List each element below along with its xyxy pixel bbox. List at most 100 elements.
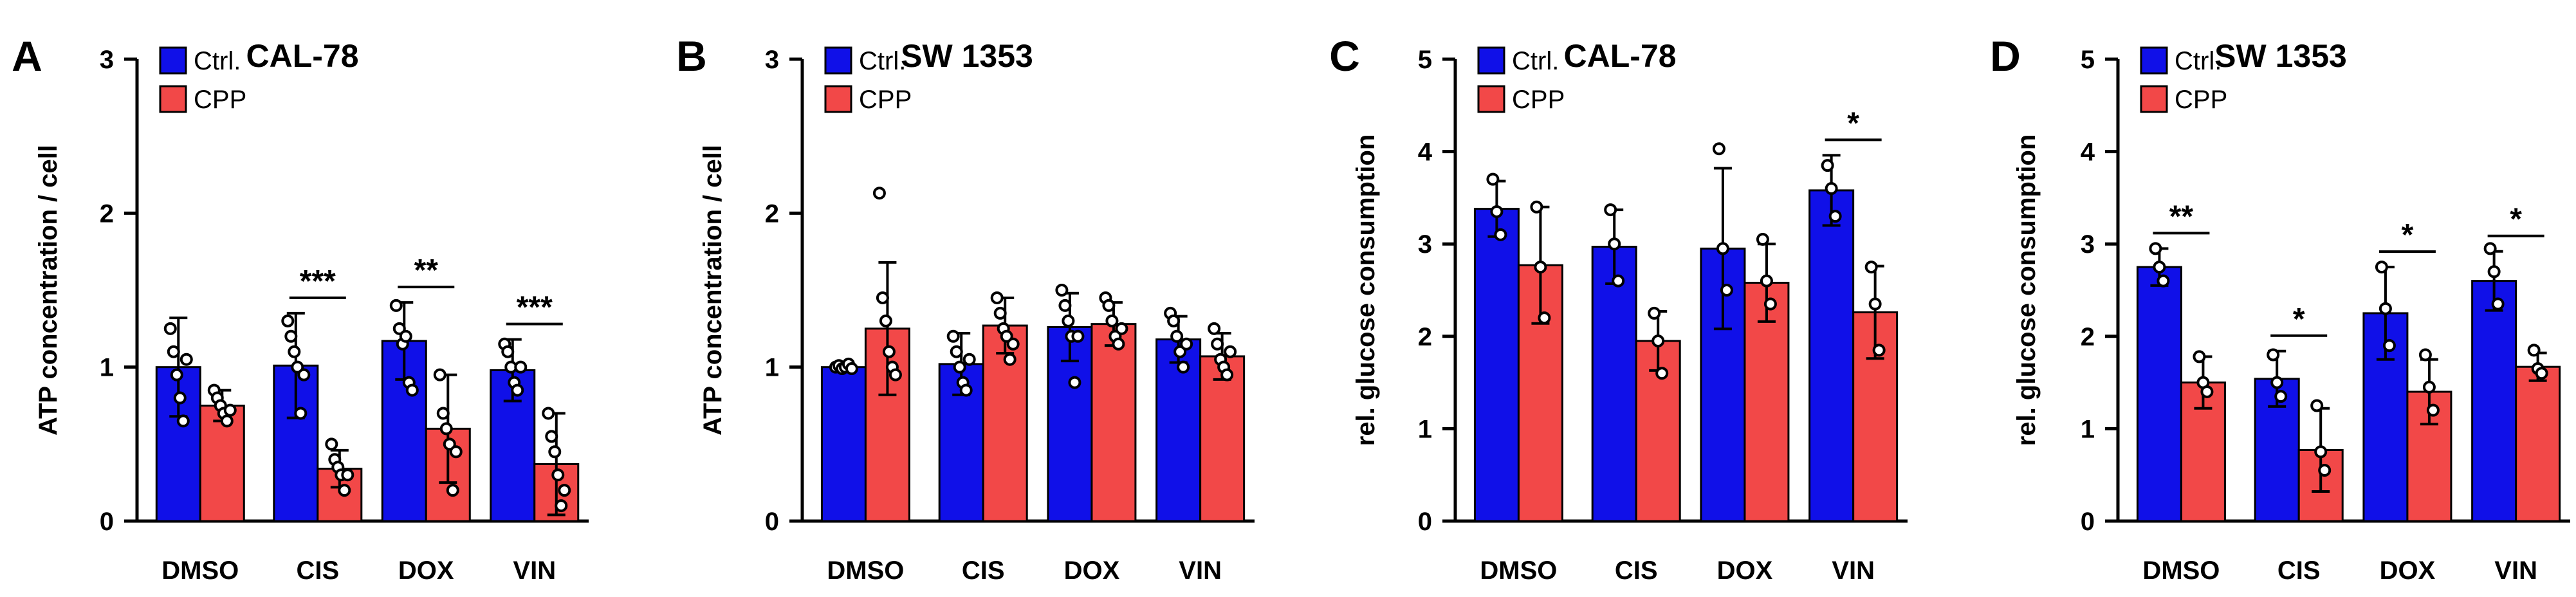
bar (2515, 365, 2561, 522)
y-tick-label: 3 (1418, 230, 1432, 259)
bar (982, 324, 1028, 522)
data-point (558, 484, 571, 497)
y-axis-label: rel. glucose consumption (1352, 134, 1380, 446)
bar (2136, 266, 2182, 522)
significance-label: ** (414, 253, 439, 288)
data-point (163, 322, 177, 335)
data-point (2378, 302, 2392, 315)
data-point (990, 291, 1004, 304)
x-tick-label: DMSO (2142, 556, 2220, 585)
data-point (946, 329, 960, 343)
y-axis-label: ATP concentration / cell (699, 145, 727, 436)
chart-title: SW 1353 (901, 38, 1033, 74)
legend-label: CPP (2175, 86, 2227, 114)
legend-swatch-cpp (159, 85, 187, 113)
y-tick-label: 3 (100, 46, 114, 74)
x-tick-label: CIS (2277, 556, 2321, 585)
x-tick-label: DOX (1717, 556, 1773, 585)
data-point (1068, 376, 1081, 389)
bar (1808, 189, 1855, 522)
data-point (1655, 367, 1669, 380)
data-point (879, 314, 892, 327)
legend-swatch-ctrl (824, 46, 852, 75)
data-point (294, 407, 308, 420)
data-point (2487, 265, 2501, 279)
x-tick-label: VIN (513, 556, 556, 585)
data-point (1864, 261, 1878, 274)
data-point (405, 383, 419, 397)
data-point (284, 329, 298, 343)
x-tick-label: CIS (296, 556, 339, 585)
data-point (179, 353, 193, 366)
y-tick-label: 3 (765, 46, 779, 74)
data-point (1102, 298, 1116, 312)
data-point (1170, 329, 1184, 343)
panel-letter: C (1329, 32, 1360, 80)
data-point (1604, 203, 1617, 217)
data-point (1167, 314, 1181, 327)
data-point (2314, 445, 2328, 459)
data-point (548, 445, 562, 459)
data-point (2422, 380, 2436, 394)
data-point (2418, 348, 2432, 362)
data-point (1828, 210, 1842, 223)
data-point (173, 391, 187, 405)
y-tick-label: 1 (2081, 415, 2095, 443)
data-point (2535, 367, 2548, 380)
panel-B: B SW 1353 ATP concentration / cell 0 1 2 3 Ctrl… (676, 32, 1255, 585)
y-tick-label: 0 (2081, 508, 2095, 536)
data-point (511, 383, 524, 397)
x-tick-label: VIN (2494, 556, 2537, 585)
legend-label: Ctrl. (1512, 47, 1559, 75)
data-point (220, 414, 234, 428)
data-point (436, 407, 450, 420)
data-point (1530, 200, 1543, 214)
data-point (1062, 314, 1075, 327)
legend-label: Ctrl. (194, 47, 241, 75)
data-point (2527, 344, 2541, 357)
data-point (1538, 311, 1551, 325)
data-point (1825, 182, 1838, 196)
data-point (2157, 274, 2170, 288)
panel-A: A CAL-78 ATP concentration / cell 0 1 2 3 Ctrl.… (12, 32, 589, 585)
data-point (223, 403, 237, 417)
y-tick-label: 4 (1418, 138, 1433, 167)
legend-swatch-cpp (2140, 85, 2168, 113)
data-point (1224, 345, 1237, 358)
x-tick-label: DMSO (1480, 556, 1557, 585)
significance-label: * (2293, 302, 2305, 336)
chart-title: CAL-78 (246, 38, 358, 74)
data-point (2200, 385, 2214, 398)
data-point (1105, 314, 1119, 327)
panel-letter: D (1990, 32, 2021, 80)
significance-label: * (1847, 106, 1859, 140)
data-point (176, 414, 190, 428)
chart-title: CAL-78 (1563, 38, 1676, 74)
data-point (2375, 261, 2388, 274)
data-point (1486, 172, 1500, 186)
data-point (2318, 464, 2332, 477)
data-point (2483, 242, 2497, 255)
data-point (845, 362, 858, 376)
y-tick-label: 2 (1418, 323, 1432, 351)
data-point (950, 345, 963, 358)
panel-D: D SW 1353 rel. glucose consumption 0 1 2 3 4 5 Ct… (1990, 32, 2570, 585)
data-point (1494, 228, 1507, 241)
data-point (1180, 337, 1193, 351)
x-tick-label: DMSO (827, 556, 904, 585)
data-point (1763, 297, 1777, 311)
data-point (170, 368, 183, 381)
data-point (1112, 337, 1125, 351)
data-point (514, 360, 528, 374)
x-tick-label: VIN (1832, 556, 1875, 585)
bar (820, 366, 867, 522)
bar (1591, 246, 1637, 522)
y-tick-label: 1 (765, 354, 779, 382)
data-point (501, 345, 515, 358)
panel-letter: A (12, 32, 42, 80)
data-point (449, 445, 463, 459)
significance-label: *** (517, 291, 553, 325)
y-tick-label: 3 (2081, 230, 2095, 259)
data-point (1716, 242, 1729, 255)
data-point (876, 291, 889, 304)
